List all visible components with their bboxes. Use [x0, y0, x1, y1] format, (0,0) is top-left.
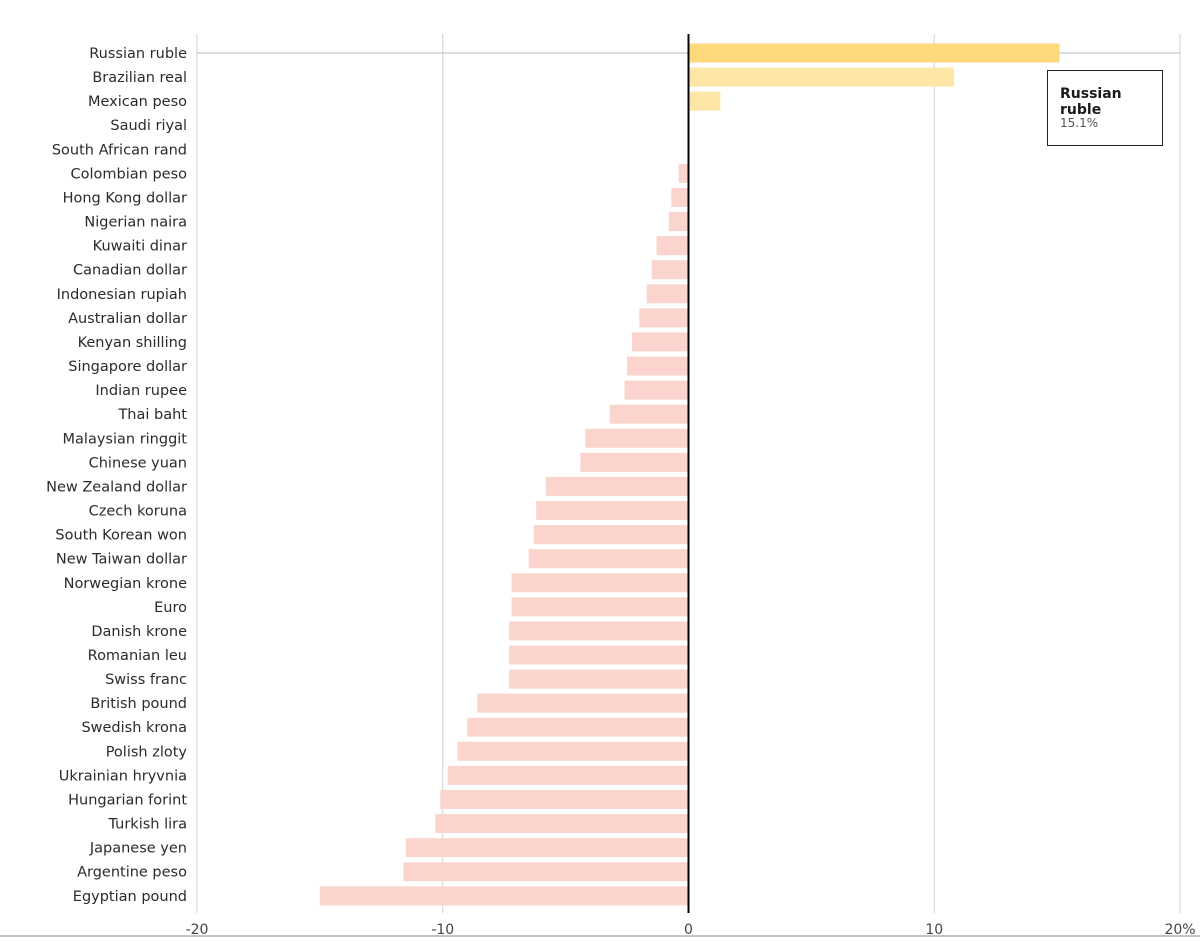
category-label: Swiss franc: [105, 672, 187, 688]
category-label: Russian ruble: [89, 46, 187, 62]
bar: [477, 693, 689, 713]
category-label: New Taiwan dollar: [56, 552, 187, 568]
bar: [509, 621, 689, 641]
bar: [509, 669, 689, 689]
x-tick-label: 20%: [1164, 922, 1195, 937]
bar: [688, 91, 721, 111]
category-label: Czech koruna: [89, 504, 187, 520]
category-label: Swedish krona: [81, 720, 187, 736]
category-label: Kuwaiti dinar: [93, 239, 187, 255]
category-label: Romanian leu: [88, 648, 187, 664]
category-label: Turkish lira: [108, 817, 188, 833]
bar: [671, 187, 689, 207]
category-label: South African rand: [52, 142, 187, 158]
bar: [580, 452, 689, 472]
category-label: Polish zloty: [106, 744, 188, 760]
category-label: Malaysian ringgit: [63, 431, 188, 447]
bar: [435, 814, 689, 834]
x-tick-label: 0: [684, 922, 693, 937]
category-label: Saudi riyal: [110, 118, 187, 134]
bar: [609, 404, 689, 424]
category-label: Norwegian krone: [64, 576, 187, 592]
bar: [440, 789, 689, 809]
category-label: Chinese yuan: [89, 455, 187, 471]
bar: [668, 212, 689, 232]
category-label: Thai baht: [117, 407, 187, 423]
bar: [509, 645, 689, 665]
bar: [511, 597, 689, 617]
category-label: Ukrainian hryvnia: [59, 768, 187, 784]
bar: [447, 765, 689, 785]
bar: [405, 838, 689, 858]
bar: [651, 260, 689, 280]
bar: [678, 163, 689, 183]
category-label: Danish krone: [91, 624, 187, 640]
category-label: Egyptian pound: [73, 889, 187, 905]
bar: [639, 308, 689, 328]
bar: [467, 717, 689, 737]
bar: [528, 549, 689, 569]
category-label: Australian dollar: [68, 311, 187, 327]
category-label: Brazilian real: [92, 70, 187, 86]
category-label: Hungarian forint: [68, 792, 187, 808]
category-label: Colombian peso: [71, 166, 188, 182]
category-label: Euro: [154, 600, 187, 616]
x-tick-label: -20: [186, 922, 209, 937]
bar: [319, 886, 689, 906]
tooltip-title: Russian ruble: [1060, 86, 1122, 118]
bar: [511, 573, 689, 593]
bar: [545, 476, 689, 496]
category-label: New Zealand dollar: [46, 479, 187, 495]
category-label: Argentine peso: [77, 865, 187, 881]
category-label: Indonesian rupiah: [57, 287, 187, 303]
bar: [536, 501, 689, 521]
category-label: Kenyan shilling: [78, 335, 187, 351]
x-tick-label: 10: [925, 922, 943, 937]
bar: [533, 525, 689, 545]
category-label: Japanese yen: [89, 841, 187, 857]
tooltip-value: 15.1%: [1060, 116, 1099, 130]
category-label: South Korean won: [55, 528, 187, 544]
category-label: Nigerian naira: [84, 215, 187, 231]
bar: [646, 284, 689, 304]
category-label: Canadian dollar: [73, 263, 187, 279]
bar: [656, 236, 689, 256]
tooltip: Russian ruble 15.1%: [1047, 70, 1163, 146]
bar: [688, 67, 954, 87]
category-label: Indian rupee: [95, 383, 187, 399]
bar: [457, 741, 689, 761]
bar: [688, 43, 1060, 63]
x-tick-label: -10: [431, 922, 454, 937]
category-label: Hong Kong dollar: [63, 190, 187, 206]
bar: [585, 428, 689, 448]
bar: [627, 356, 689, 376]
bar: [624, 380, 689, 400]
bar: [403, 862, 689, 882]
bar: [631, 332, 689, 352]
category-label: Singapore dollar: [68, 359, 187, 375]
category-label: British pound: [90, 696, 187, 712]
category-label: Mexican peso: [88, 94, 187, 110]
